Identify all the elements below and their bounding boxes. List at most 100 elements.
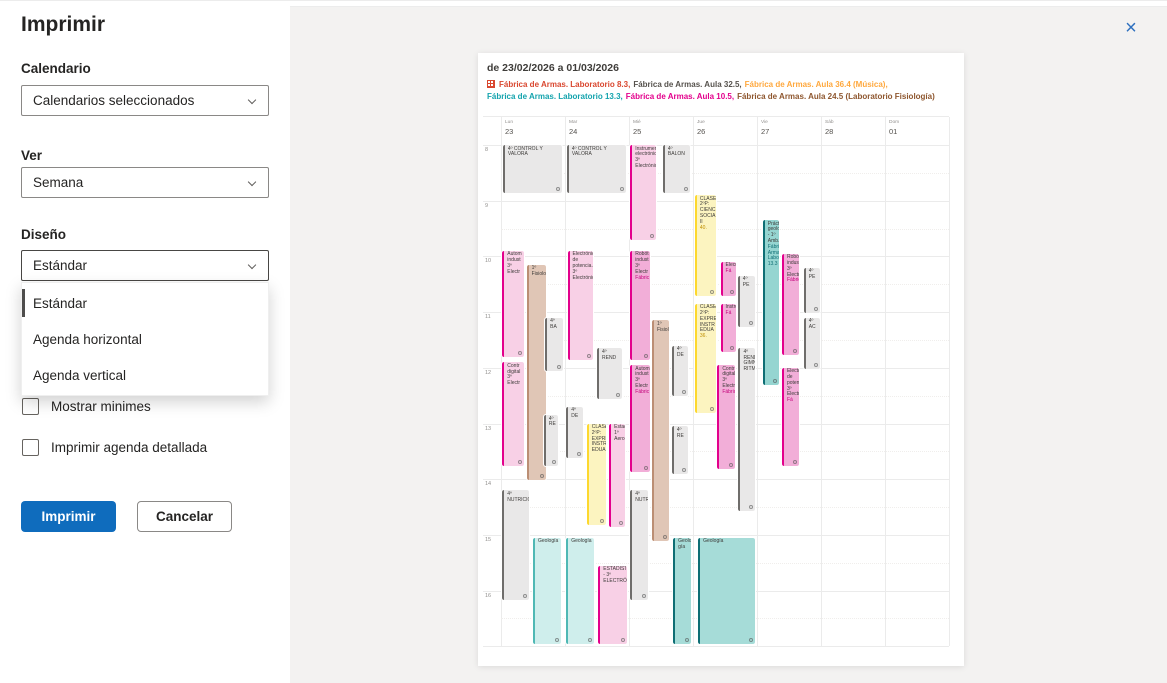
layout-option[interactable]: Agenda vertical <box>22 357 268 393</box>
hour-label: 13 <box>485 425 492 432</box>
layout-dropdown-list: Estándar Agenda horizontal Agenda vertical <box>21 282 269 396</box>
close-button[interactable]: × <box>1118 15 1144 41</box>
event-title: 4º REND GIMN RITMI <box>743 348 754 373</box>
view-select-value: Semana <box>33 175 84 190</box>
calendar-event: Electrónica de potencia. 3º Electrónica <box>566 249 595 362</box>
layout-select[interactable]: Estándar <box>21 250 269 281</box>
legend-calendar-name: Fábrica de Armas. Aula 32.5, <box>633 80 742 89</box>
cancel-button[interactable]: Cancelar <box>137 501 232 532</box>
grid-column-line <box>885 117 886 646</box>
event-title: 4º DE <box>676 346 684 358</box>
calendar-event: 4º PE <box>802 266 822 314</box>
hour-label: 11 <box>485 314 491 321</box>
recurrence-icon <box>620 638 625 643</box>
calendar-event: Geología <box>532 536 562 646</box>
grid-column-line <box>629 117 630 646</box>
recurrence-icon <box>643 354 648 359</box>
hour-line <box>483 479 949 481</box>
day-number: 23 <box>505 127 514 136</box>
grid-column-line <box>949 117 950 646</box>
calendar-icon <box>487 80 495 88</box>
event-title: 4º PE <box>742 276 750 289</box>
print-button[interactable]: Imprimir <box>21 501 116 532</box>
calendar-event: 1º Fisiolo <box>525 263 548 481</box>
legend-calendar-name: Fábrica de Armas. Aula 36.4 (Música), <box>744 80 888 89</box>
recurrence-icon <box>748 504 753 509</box>
legend-line: Fábrica de Armas. Laboratorio 8.3, Fábric… <box>487 79 957 91</box>
grid-column-line <box>565 117 566 646</box>
recurrence-icon <box>710 290 715 295</box>
calendar-event: ESTADÍSTI - 3º ELECTRÓN <box>597 564 628 646</box>
event-title: 4º BALON <box>667 145 685 158</box>
calendar-event: 1º Fisiolo <box>651 319 670 543</box>
event-title: 4º AC <box>808 318 816 330</box>
layout-option[interactable]: Estándar <box>22 285 268 321</box>
day-header: Vie 27 <box>761 120 769 136</box>
event-title: Geología <box>538 538 559 545</box>
recurrence-icon <box>557 365 562 370</box>
day-number: 28 <box>825 127 834 136</box>
recurrence-icon <box>577 451 582 456</box>
hour-label: 8 <box>485 147 489 153</box>
layout-label: Diseño <box>21 227 67 242</box>
day-name: Dom <box>889 120 900 125</box>
checkbox-row[interactable]: Imprimir agenda detallada <box>22 439 207 456</box>
calendar-event: CLASE 2ºP: EXPRE INSTR EDUA 36. <box>693 302 718 415</box>
calendar-event: Prácti geolo - 1º Amb.Fábric Armas Labor… <box>761 219 781 387</box>
day-header: Lun 23 <box>505 120 513 136</box>
recurrence-icon <box>681 468 686 473</box>
event-title: 4º PE <box>808 268 816 280</box>
recurrence-icon <box>615 393 620 398</box>
event-location: Fábric <box>635 274 650 281</box>
calendar-event: CLASE 2ºP: CIENC SOCIA II 40. <box>693 194 718 298</box>
legend-calendar-name: Fábrica de Armas. Aula 24.5 (Laboratorio… <box>737 91 935 101</box>
event-location: Fá <box>725 268 732 275</box>
calendar-event: 4º PE <box>736 274 756 328</box>
day-name: Mar <box>569 120 578 125</box>
view-select[interactable]: Semana <box>21 167 269 198</box>
day-name: Jue <box>697 120 705 125</box>
recurrence-icon <box>554 638 559 643</box>
grid-column-line <box>501 117 502 646</box>
day-number: 26 <box>697 127 706 136</box>
calendar-event: Electr de poten 3º Electr Fá <box>780 366 800 468</box>
calendar-event: Contr digital 3º Electr <box>501 361 526 468</box>
event-title: Contr digital 3º Electr <box>507 362 521 387</box>
recurrence-icon <box>518 351 523 356</box>
event-location: 36. <box>699 333 707 340</box>
day-number: 24 <box>569 127 578 136</box>
hour-label: 12 <box>485 369 492 376</box>
recurrence-icon <box>748 320 753 325</box>
checkbox[interactable] <box>22 398 39 415</box>
grid-column-line <box>821 117 822 646</box>
chevron-down-icon <box>247 95 257 105</box>
event-title: Contr digital 3º Electr <box>722 365 735 389</box>
recurrence-icon <box>681 390 686 395</box>
event-title: 1º Fisiolo <box>657 320 669 333</box>
half-hour-line <box>501 228 949 230</box>
recurrence-icon <box>587 354 592 359</box>
legend-calendar-name: Fábrica de Armas. Laboratorio 8.3, <box>499 80 631 89</box>
recurrence-icon <box>588 638 593 643</box>
event-title: Robót indust 3º Electr <box>635 251 649 275</box>
calendar-legend: Fábrica de Armas. Laboratorio 8.3, Fábric… <box>487 79 957 102</box>
half-hour-line <box>501 172 949 174</box>
calendar-event: 4º BALON <box>661 143 692 195</box>
checkbox[interactable] <box>22 439 39 456</box>
day-name: Lun <box>505 120 514 125</box>
event-location: Fábric <box>635 388 650 395</box>
event-location: Fábric <box>722 388 735 395</box>
calendar-event: 4º DE <box>670 344 689 398</box>
layout-option[interactable]: Agenda horizontal <box>22 321 268 357</box>
grid-column-line <box>693 117 694 646</box>
event-location: 40. <box>699 224 707 231</box>
event-title: 4º BA <box>550 318 557 330</box>
recurrence-icon <box>540 473 545 478</box>
event-title: Geología <box>571 538 592 545</box>
recurrence-icon <box>813 362 818 367</box>
recurrence-icon <box>556 187 561 192</box>
hour-label: 15 <box>485 536 492 543</box>
checkbox-row[interactable]: Mostrar minimes <box>22 398 207 415</box>
calendar-select[interactable]: Calendarios seleccionados <box>21 85 269 116</box>
